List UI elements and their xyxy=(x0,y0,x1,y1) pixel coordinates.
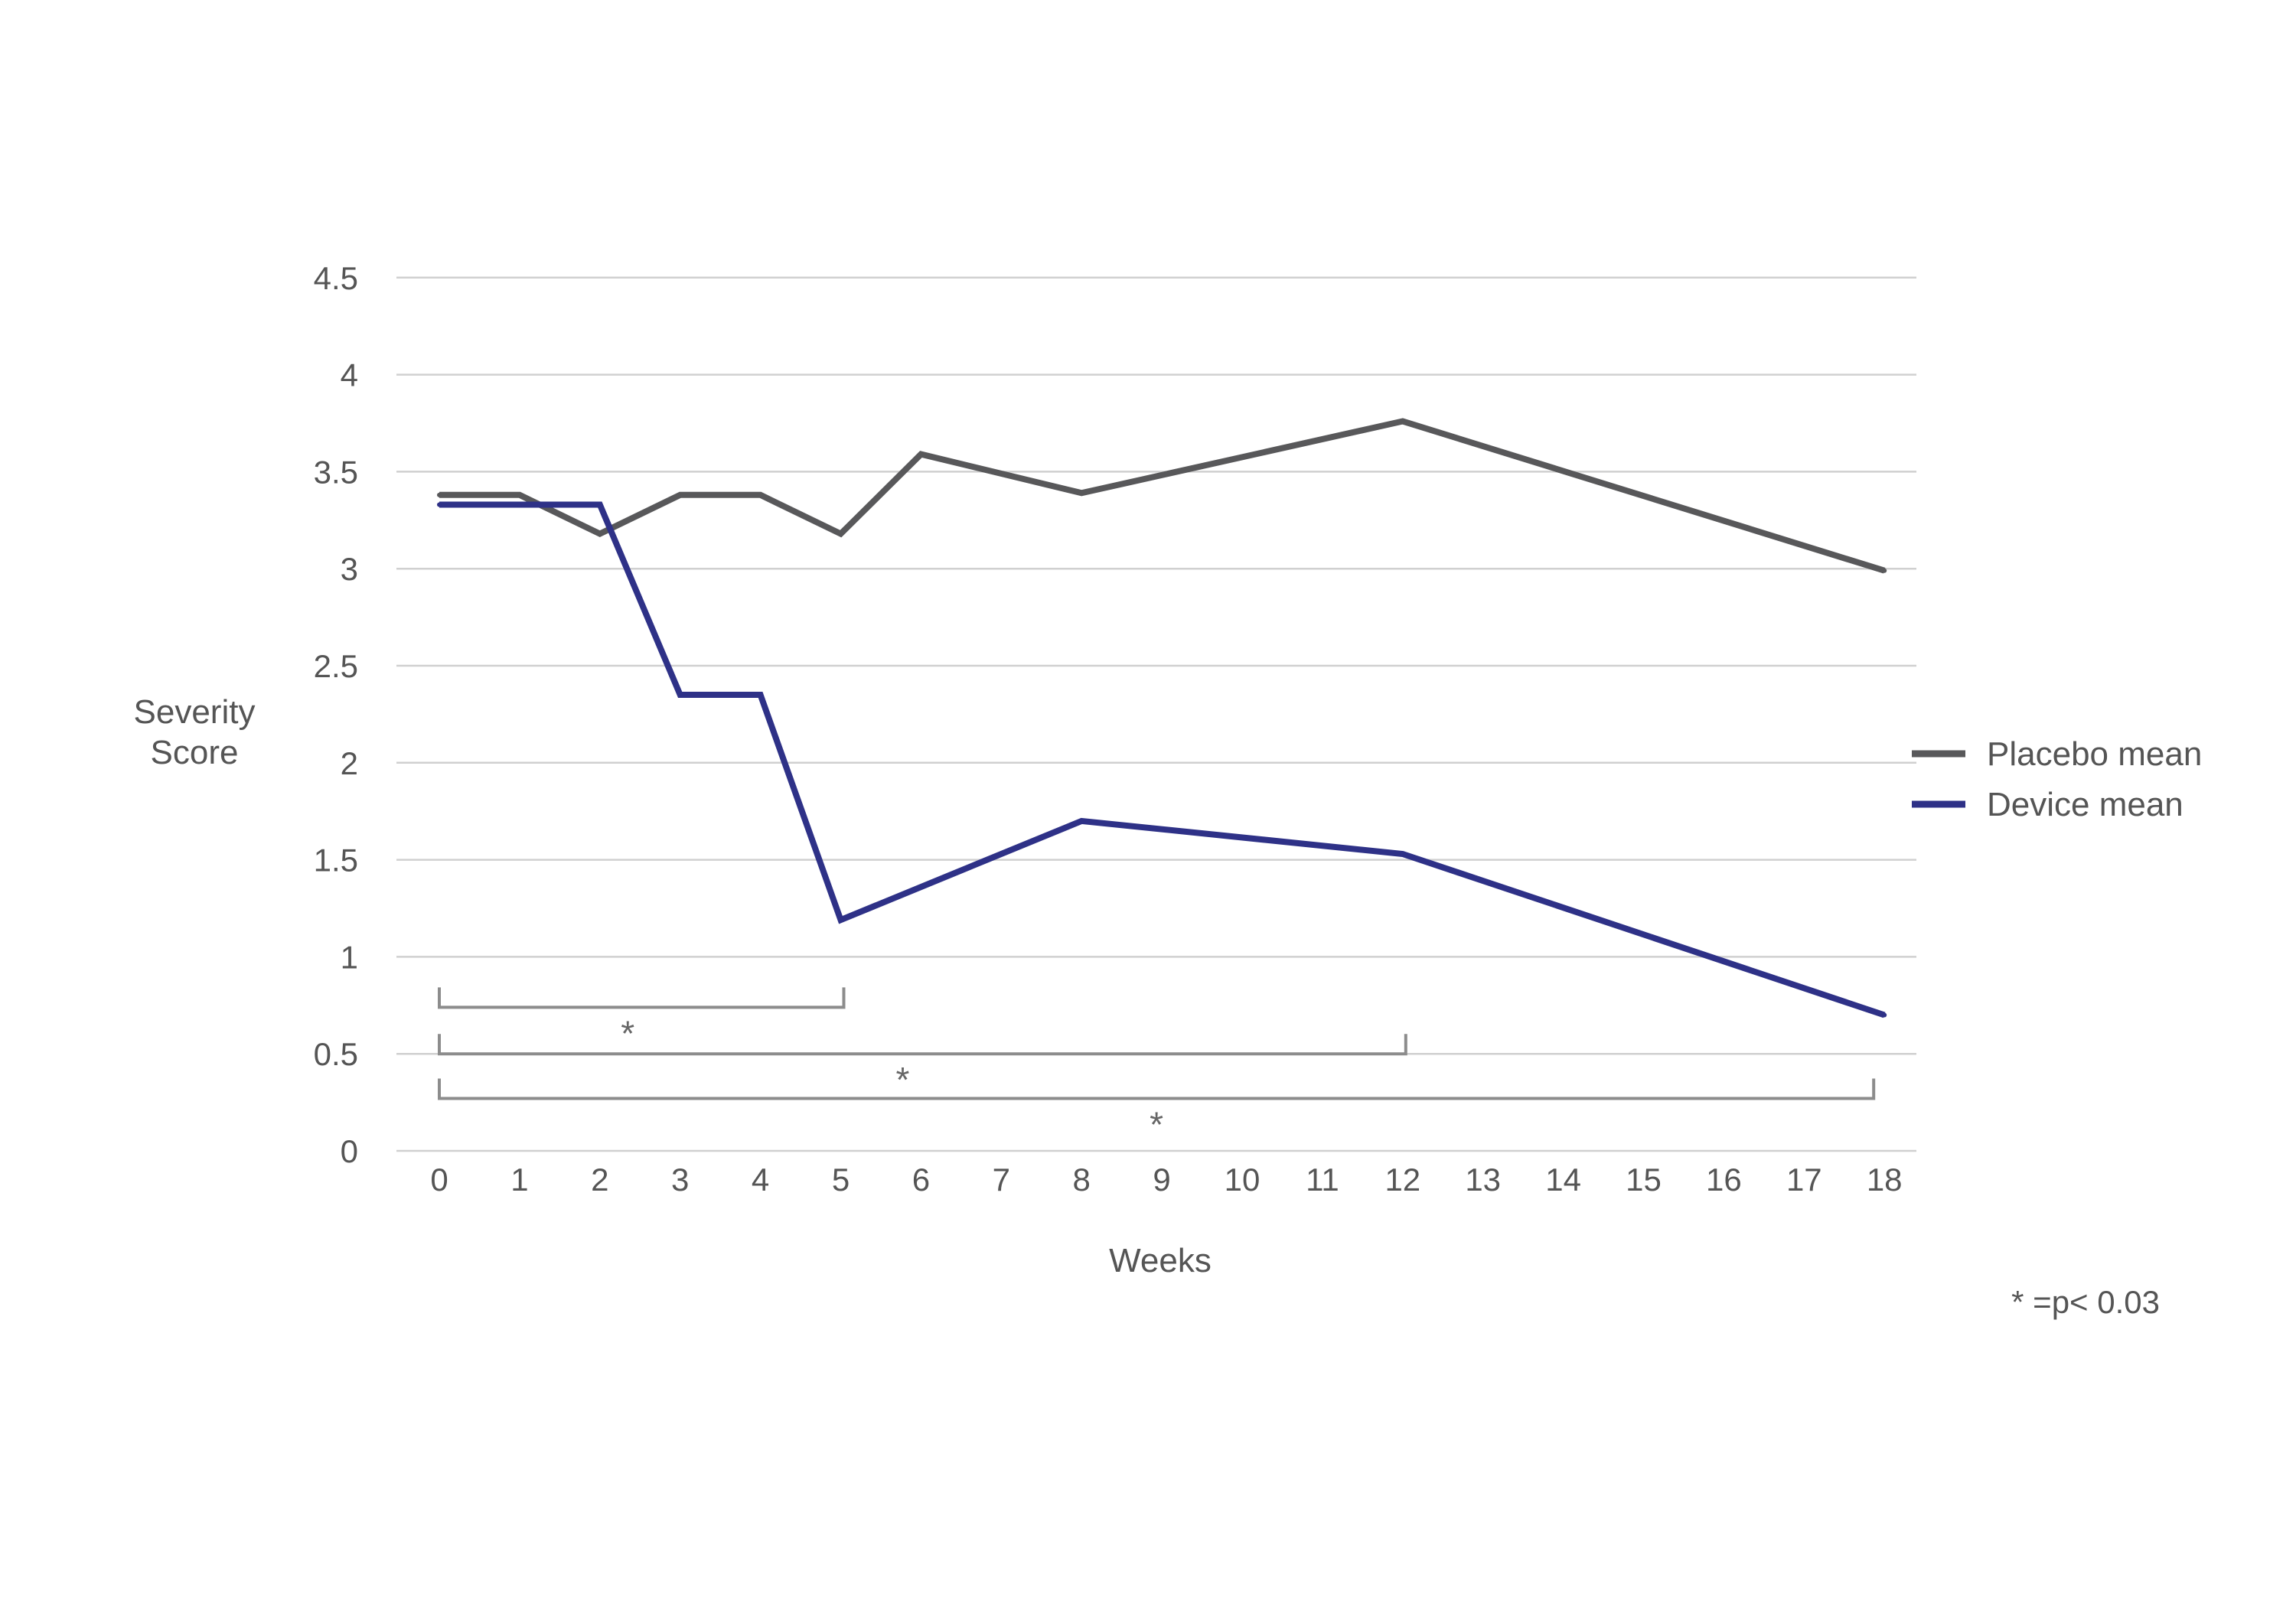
x-tick-label: 10 xyxy=(1225,1162,1261,1198)
y-tick-label: 2.5 xyxy=(314,648,358,684)
y-axis-ticks: 0 0.5 1 1.5 2 2.5 3 3.5 4 4.5 xyxy=(314,260,358,1169)
x-tick-label: 1 xyxy=(510,1162,528,1198)
legend-label-placebo: Placebo mean xyxy=(1987,735,2202,773)
x-tick-label: 13 xyxy=(1465,1162,1501,1198)
x-tick-label: 15 xyxy=(1626,1162,1662,1198)
y-tick-label: 4 xyxy=(341,357,358,393)
x-tick-label: 17 xyxy=(1786,1162,1822,1198)
y-tick-label: 2 xyxy=(341,745,358,781)
y-tick-label: 1.5 xyxy=(314,842,358,878)
device-point xyxy=(677,693,683,698)
x-tick-label: 6 xyxy=(912,1162,930,1198)
device-point xyxy=(517,502,522,507)
x-tick-label: 0 xyxy=(430,1162,448,1198)
y-tick-label: 3 xyxy=(341,551,358,587)
x-tick-label: 8 xyxy=(1073,1162,1091,1198)
device-point xyxy=(437,502,442,507)
device-point xyxy=(1079,818,1084,823)
y-tick-label: 4.5 xyxy=(314,260,358,296)
y-tick-label: 3.5 xyxy=(314,454,358,490)
placebo-point xyxy=(677,492,683,497)
y-axis-title-line-1: Severity xyxy=(134,693,256,731)
device-point xyxy=(1882,1012,1887,1018)
device-point xyxy=(597,502,602,507)
placebo-point xyxy=(597,531,602,536)
placebo-point xyxy=(758,492,763,497)
significance-star-1: * xyxy=(621,1013,634,1053)
legend-label-device: Device mean xyxy=(1987,786,2183,823)
significance-star-3: * xyxy=(1150,1105,1163,1145)
significance-brackets: * * * xyxy=(438,987,1876,1145)
y-tick-label: 0.5 xyxy=(314,1036,358,1072)
x-tick-label: 11 xyxy=(1306,1162,1339,1198)
x-tick-label: 4 xyxy=(752,1162,769,1198)
placebo-point xyxy=(437,492,442,497)
x-tick-label: 18 xyxy=(1867,1162,1903,1198)
x-tick-label: 16 xyxy=(1706,1162,1742,1198)
significance-bracket-2 xyxy=(438,1034,1407,1056)
device-point xyxy=(1400,851,1405,856)
significance-bracket-3 xyxy=(438,1078,1876,1100)
significance-note: * =p< 0.03 xyxy=(2011,1284,2160,1320)
x-tick-label: 9 xyxy=(1153,1162,1170,1198)
x-axis-ticks: 0 1 2 3 4 5 6 7 8 9 10 11 12 13 14 15 16 17 18 xyxy=(430,1162,1902,1198)
series-lines xyxy=(437,418,1887,1018)
x-axis-title: Weeks xyxy=(1109,1242,1212,1279)
placebo-point xyxy=(1400,419,1405,424)
y-tick-label: 0 xyxy=(341,1133,358,1169)
placebo-mean-line xyxy=(439,418,1886,574)
placebo-point xyxy=(1079,490,1084,496)
device-mean-line xyxy=(439,501,1886,1018)
placebo-point xyxy=(918,451,924,457)
x-tick-label: 14 xyxy=(1545,1162,1581,1198)
x-tick-label: 2 xyxy=(591,1162,608,1198)
significance-star-2: * xyxy=(895,1060,909,1100)
y-tick-label: 1 xyxy=(341,939,358,975)
placebo-point xyxy=(1882,568,1887,573)
x-tick-label: 7 xyxy=(993,1162,1010,1198)
device-point xyxy=(758,693,763,698)
y-axis-title-line-2: Score xyxy=(151,734,239,771)
legend: Placebo mean Device mean xyxy=(1912,735,2202,823)
x-tick-label: 5 xyxy=(832,1162,850,1198)
significance-bracket-1 xyxy=(438,987,846,1009)
x-tick-label: 3 xyxy=(671,1162,689,1198)
placebo-point xyxy=(838,531,843,536)
x-tick-label: 12 xyxy=(1384,1162,1420,1198)
device-point xyxy=(838,917,843,923)
placebo-point xyxy=(517,492,522,497)
